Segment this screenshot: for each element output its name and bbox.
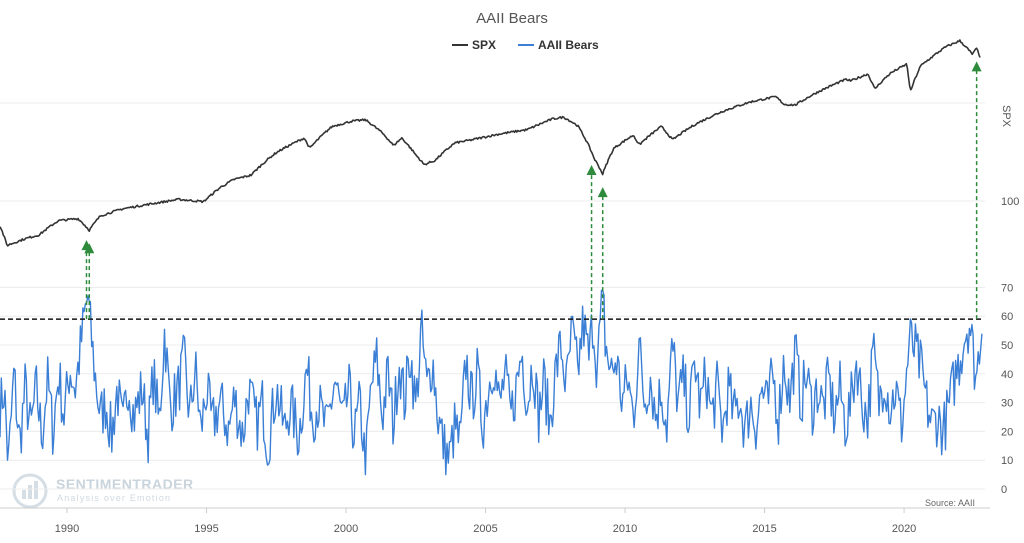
signal-arrow — [84, 243, 95, 320]
chart-title: AAII Bears — [476, 10, 548, 27]
watermark-logo-bar — [22, 490, 26, 499]
spx-axis-title: SPX — [1000, 105, 1012, 128]
y-tick-label: 100 — [1001, 196, 1019, 208]
y-axis-right: 0 10 20 30 40 50 60 70 100 — [1001, 196, 1019, 496]
signal-arrow — [597, 187, 608, 320]
legend: SPX AAII Bears — [452, 38, 599, 52]
x-tick-label: 1990 — [55, 523, 79, 535]
sentimentrader-watermark: SENTIMENTRADER Analysis over Emotion — [12, 473, 194, 509]
spx-series-layer — [0, 39, 981, 247]
watermark-name: SENTIMENTRADER — [56, 476, 194, 492]
watermark-logo-bar — [28, 485, 32, 499]
y-tick-label: 40 — [1001, 369, 1013, 381]
legend-label-spx[interactable]: SPX — [472, 38, 496, 52]
x-tick-label: 2010 — [613, 523, 637, 535]
y-tick-label: 20 — [1001, 426, 1013, 438]
bears-series-layer — [0, 289, 983, 476]
bears-series-line — [0, 289, 983, 476]
signal-arrow — [971, 61, 982, 320]
source-note: Source: AAII — [925, 498, 975, 508]
legend-label-bears[interactable]: AAII Bears — [538, 38, 599, 52]
watermark-tagline: Analysis over Emotion — [57, 493, 171, 503]
spx-series-line — [0, 39, 981, 247]
grid — [0, 102, 985, 490]
y-tick-label: 50 — [1001, 340, 1013, 352]
x-tick-label: 2005 — [473, 523, 497, 535]
watermark-logo-icon — [12, 473, 48, 509]
x-tick-label: 2015 — [752, 523, 776, 535]
watermark-logo-bar — [34, 481, 38, 499]
y-tick-label: 60 — [1001, 311, 1013, 323]
y-tick-label: 0 — [1001, 484, 1007, 496]
x-tick-label: 1995 — [194, 523, 218, 535]
y-tick-label: 70 — [1001, 282, 1013, 294]
y-tick-label: 10 — [1001, 455, 1013, 467]
signal-arrow — [586, 164, 597, 320]
signal-arrows — [81, 61, 982, 320]
x-axis: 1990 1995 2000 2005 2010 2015 2020 — [55, 508, 916, 535]
x-tick-label: 2000 — [334, 523, 358, 535]
y-tick-label: 30 — [1001, 398, 1013, 410]
x-tick-label: 2020 — [892, 523, 916, 535]
